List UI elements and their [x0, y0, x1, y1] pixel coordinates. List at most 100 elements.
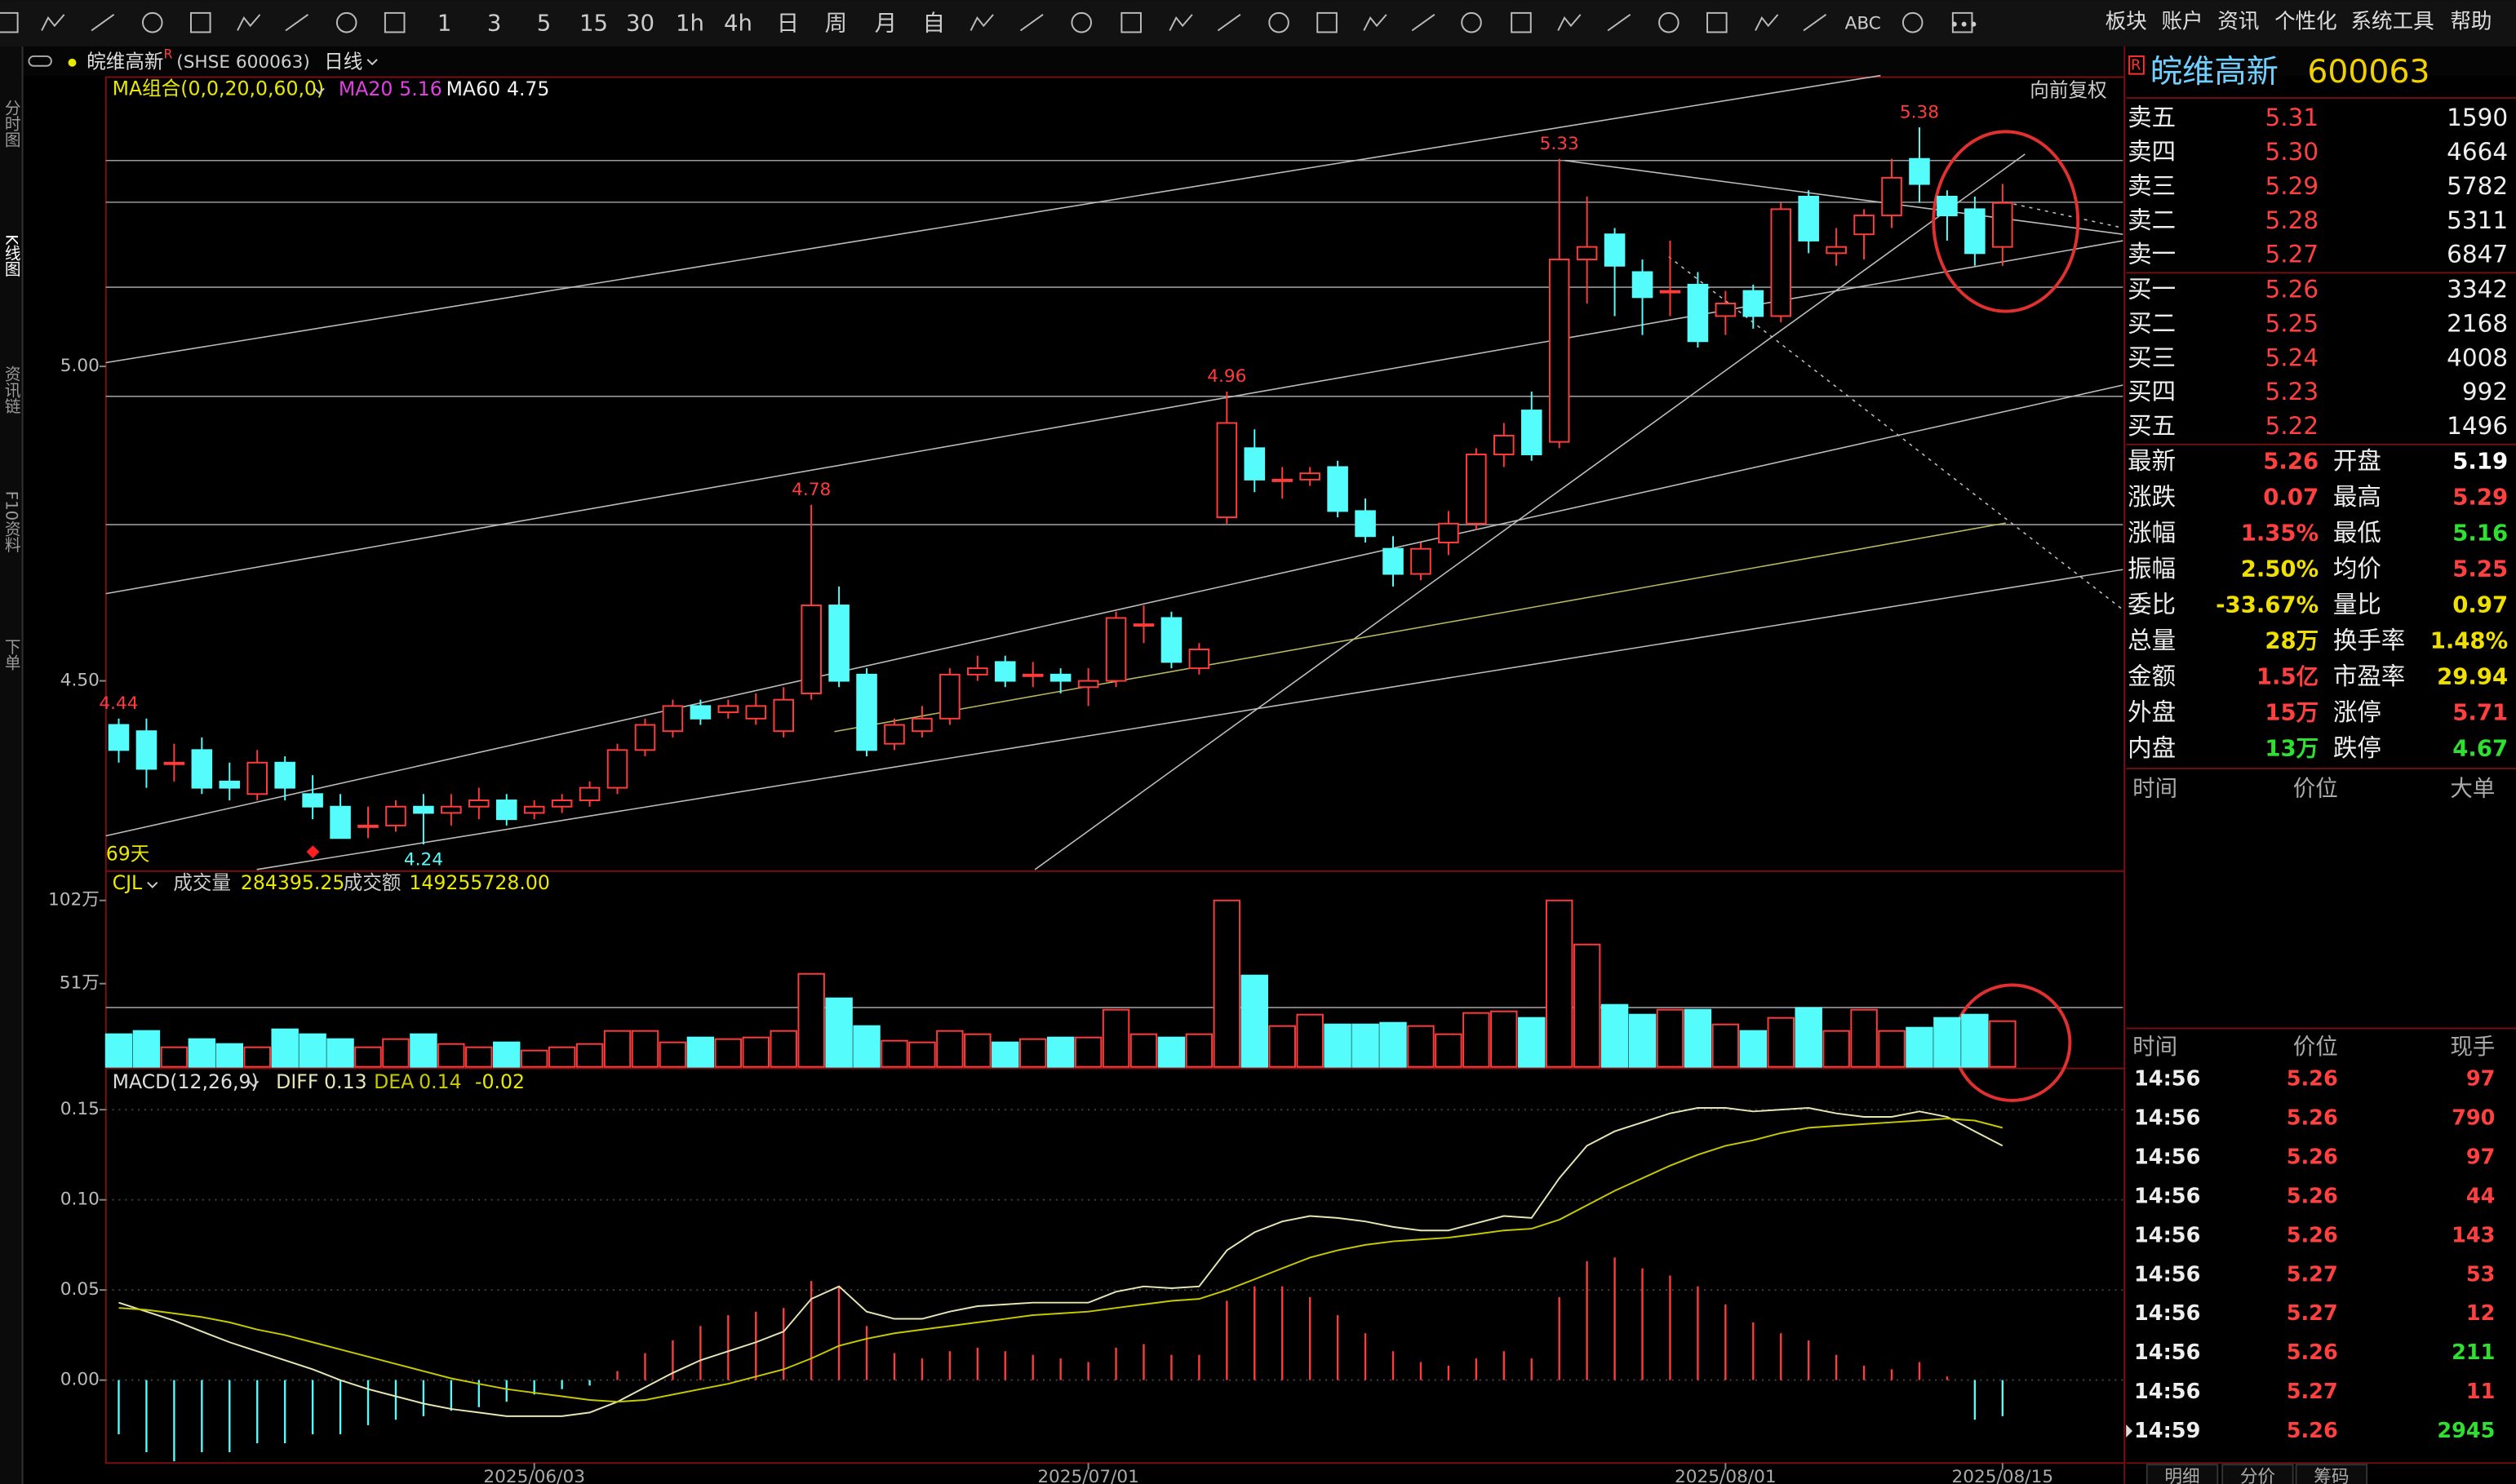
order-label: 卖二 [2128, 206, 2176, 234]
quote-name: 皖维高新 [2150, 54, 2279, 91]
toolbar-icon[interactable] [1511, 11, 1532, 33]
tick-volume: 12 [2466, 1301, 2496, 1326]
period-button[interactable]: 5 [537, 11, 552, 37]
toolbar-icon[interactable] [189, 11, 211, 33]
period-button[interactable]: 3 [487, 11, 502, 37]
toolbar-icon[interactable] [1169, 14, 1193, 31]
toolbar-icon[interactable] [142, 11, 163, 33]
toolbar-icon[interactable] [1803, 14, 1827, 32]
more-dot[interactable] [1961, 21, 1967, 27]
text-tool[interactable]: ABC [1845, 14, 1881, 34]
toolbar-icon[interactable] [1557, 14, 1582, 31]
toolbar-icon[interactable] [335, 11, 357, 33]
period-button[interactable]: 周 [825, 11, 848, 37]
sidebar-tab[interactable]: F10资料 [2, 491, 20, 553]
toolbar-icon[interactable] [970, 14, 994, 31]
candle-body [1881, 176, 1902, 217]
stat-value: 0.07 [2263, 484, 2319, 510]
volume-bar [1600, 1003, 1629, 1068]
period-button[interactable]: 4h [724, 11, 752, 37]
period[interactable]: 日线 [324, 50, 362, 73]
volume-bar [1240, 974, 1268, 1068]
stat-value: -33.67% [2216, 592, 2319, 618]
macd-legend-value: 0.14 [419, 1070, 462, 1093]
sidebar-tab[interactable]: 分时图 [2, 100, 20, 148]
candle-body [994, 661, 1016, 682]
sidebar-tab[interactable]: 下单 [2, 639, 20, 671]
menu-item[interactable]: 个性化 [2274, 10, 2337, 34]
toolbar-icon[interactable] [0, 11, 19, 33]
toolbar-icon[interactable] [1071, 11, 1092, 33]
toolbar-icon[interactable] [1120, 11, 1142, 33]
menu-item[interactable]: 帮助 [2450, 10, 2492, 34]
candle-body [1022, 673, 1044, 677]
volume-bar [382, 1038, 410, 1068]
menu-item[interactable]: 系统工具 [2351, 10, 2434, 34]
candle-body [163, 761, 185, 765]
toolbar-icon[interactable] [1706, 11, 1728, 33]
indicator-title[interactable]: CJL [113, 871, 143, 894]
adjust-mode[interactable]: 向前复权 [2030, 79, 2106, 102]
toolbar-icon[interactable] [1755, 14, 1779, 31]
toolbar-icon[interactable] [1411, 14, 1435, 32]
volume-bar [1490, 1010, 1518, 1068]
tab[interactable] [2145, 1464, 2219, 1484]
toolbar-icon[interactable] [1461, 11, 1482, 33]
toolbar-icon[interactable] [384, 11, 406, 33]
stat-value: 4.67 [2452, 736, 2508, 762]
volume-bar [1407, 1025, 1435, 1068]
menu-item[interactable]: 账户 [2161, 10, 2203, 34]
quote-badge-box [2128, 55, 2145, 75]
volume-bar [1822, 1030, 1850, 1068]
menu-item[interactable]: 资讯 [2217, 10, 2259, 34]
tab-label[interactable]: 明细 [2164, 1467, 2199, 1484]
period-button[interactable]: 1 [437, 11, 452, 37]
sidebar-tab[interactable]: 资讯链 [2, 365, 20, 414]
candle-body [1659, 290, 1681, 294]
volume-bar [1795, 1007, 1822, 1068]
period-button[interactable]: 自 [923, 11, 946, 37]
period-button[interactable]: 15 [579, 11, 608, 37]
period-button[interactable]: 月 [875, 11, 898, 37]
toolbar-icon[interactable] [1268, 11, 1289, 33]
stat-value: 1.5亿 [2256, 664, 2319, 690]
sidebar-tab[interactable]: K线图 [2, 234, 20, 277]
toolbar-icon[interactable] [91, 14, 115, 32]
link-icon[interactable] [28, 55, 52, 67]
toolbar-icon[interactable] [1658, 11, 1680, 33]
volume-bar [1545, 899, 1573, 1068]
tab[interactable] [2221, 1464, 2294, 1484]
menu-item[interactable]: 板块 [2106, 10, 2147, 34]
candle-body [1631, 271, 1653, 299]
order-price: 5.24 [2265, 343, 2319, 371]
indicator-title[interactable]: MA组合(0,0,20,0,60,0) [113, 78, 325, 100]
candle-body [1410, 547, 1431, 575]
candle-body [1077, 680, 1099, 689]
stat-label: 金额 [2128, 662, 2176, 690]
toolbar-icon[interactable] [1901, 11, 1924, 33]
period-button[interactable]: 30 [626, 11, 655, 37]
toolbar-icon[interactable] [1217, 14, 1241, 32]
tab[interactable] [2295, 1464, 2368, 1484]
macd-legend-value: 0.13 [324, 1070, 367, 1093]
more-dot[interactable] [1951, 21, 1957, 27]
period-button[interactable]: 日 [777, 11, 800, 37]
tab-label[interactable]: 分价 [2240, 1467, 2275, 1484]
stat-label: 振幅 [2128, 555, 2176, 583]
stat-label: 涨停 [2333, 698, 2381, 726]
toolbar-icon[interactable] [285, 14, 309, 32]
toolbar-icon[interactable] [1316, 11, 1338, 33]
tab-label[interactable]: 筹码 [2314, 1467, 2349, 1484]
toolbar-icon[interactable] [1363, 14, 1387, 31]
toolbar-icon[interactable] [1607, 14, 1631, 32]
stat-label: 涨跌 [2128, 483, 2176, 511]
y-tick-label: 0.15 [60, 1099, 100, 1119]
toolbar-icon[interactable] [41, 14, 65, 31]
indicator-title[interactable]: MACD(12,26,9) [113, 1070, 259, 1093]
toolbar-icon[interactable] [237, 14, 261, 31]
tick-price: 5.27 [2287, 1380, 2338, 1404]
volume-bar [1074, 1036, 1103, 1068]
period-button[interactable]: 1h [676, 11, 704, 37]
toolbar-icon[interactable] [1019, 14, 1044, 32]
more-dot[interactable] [1971, 21, 1977, 27]
